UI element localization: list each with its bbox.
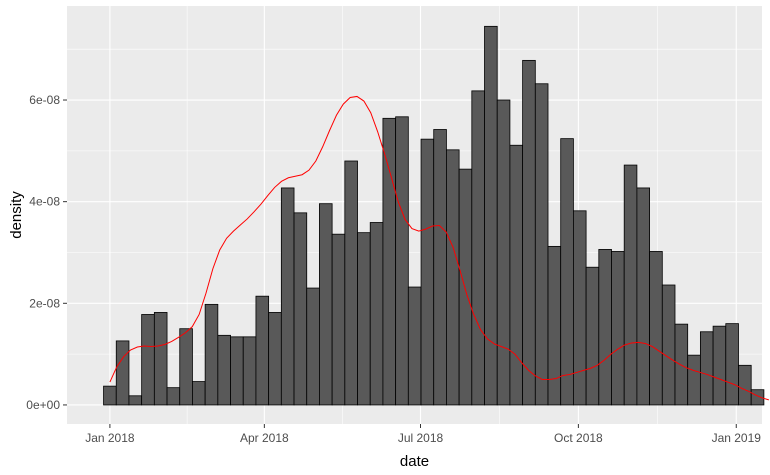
histogram-bar — [115, 340, 130, 406]
y-axis-title: density — [8, 191, 25, 239]
histogram-bar — [382, 117, 397, 406]
histogram-bar — [674, 323, 689, 406]
histogram-bar — [699, 331, 714, 406]
x-tick-label: Apr 2018 — [240, 431, 289, 445]
histogram-bar — [649, 251, 663, 406]
histogram-bar — [458, 168, 473, 406]
histogram-bar — [433, 129, 447, 406]
histogram-bar — [598, 249, 612, 406]
histogram-bar — [179, 328, 193, 406]
histogram-bar — [166, 387, 181, 406]
histogram-bar — [712, 325, 727, 406]
histogram-bar — [547, 245, 562, 406]
histogram-bar — [509, 144, 524, 406]
y-tick-label: 6e-08 — [29, 93, 60, 107]
histogram-bar — [661, 284, 676, 406]
histogram-bar — [534, 83, 549, 406]
histogram-bar — [585, 266, 600, 406]
histogram-bar — [560, 138, 574, 406]
histogram-bar — [395, 116, 409, 406]
histogram-bar — [446, 149, 460, 406]
x-axis-title: date — [400, 453, 429, 470]
histogram-bar — [611, 251, 625, 406]
histogram-bar — [623, 164, 638, 406]
histogram-bar — [636, 187, 650, 406]
histogram-bar — [484, 25, 498, 406]
histogram-bar — [128, 395, 143, 406]
histogram-bars — [103, 25, 765, 406]
histogram-bar — [471, 90, 485, 406]
histogram-bar — [496, 99, 511, 406]
histogram-bar — [522, 59, 536, 406]
histogram-bar — [319, 203, 333, 406]
histogram-bar — [687, 354, 701, 406]
y-tick-label: 0e+00 — [26, 398, 60, 412]
histogram-bar — [750, 389, 765, 406]
x-tick-label: Oct 2018 — [554, 431, 603, 445]
x-axis: Jan 2018 Apr 2018 Jul 2018 Oct 2018 Jan 2019 — [85, 424, 761, 445]
y-axis: 0e+00 2e-08 4e-08 6e-08 — [26, 93, 67, 412]
histogram-bar — [344, 160, 358, 406]
histogram-bar — [420, 138, 435, 406]
histogram-bar — [255, 295, 270, 406]
histogram-bar — [217, 334, 231, 406]
histogram-bar — [103, 385, 117, 406]
histogram-bar — [331, 233, 346, 406]
x-tick-label: Jan 2018 — [85, 431, 135, 445]
histogram-bar — [280, 187, 295, 406]
histogram-bar — [141, 314, 155, 406]
histogram-bar — [306, 287, 320, 406]
histogram-bar — [293, 212, 308, 406]
histogram-bar — [192, 381, 206, 406]
histogram-bar — [242, 336, 257, 406]
histogram-bar — [230, 336, 244, 406]
histogram-bar — [573, 210, 587, 406]
histogram-bar — [407, 286, 422, 406]
x-tick-label: Jan 2019 — [712, 431, 762, 445]
histogram-bar — [369, 222, 384, 406]
density-curve — [109, 95, 770, 401]
histogram-bar — [738, 364, 752, 406]
histogram-bar — [268, 312, 282, 406]
histogram-bar — [357, 232, 371, 406]
histogram-bar — [204, 303, 219, 406]
y-tick-label: 2e-08 — [29, 296, 60, 310]
histogram-bar — [153, 312, 168, 406]
histogram-bar — [725, 323, 739, 406]
y-tick-label: 4e-08 — [29, 195, 60, 209]
x-tick-label: Jul 2018 — [398, 431, 444, 445]
